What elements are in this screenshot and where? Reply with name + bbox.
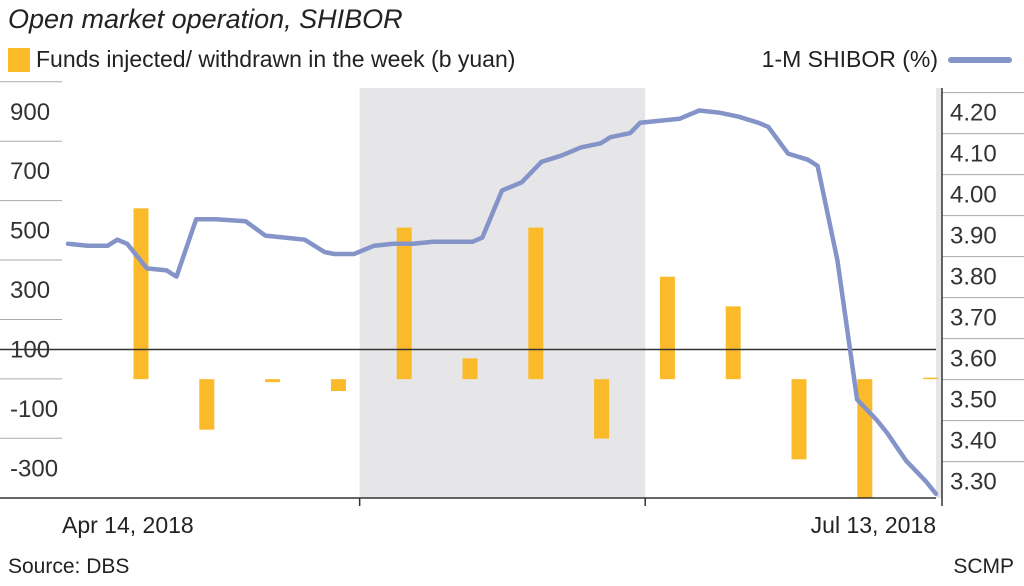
right-tick-label: 4.10 [950, 141, 997, 168]
right-tick-label: 3.90 [950, 223, 997, 250]
bar [396, 227, 412, 380]
right-tick-label: 4.00 [950, 182, 997, 209]
shaded-edge [936, 88, 942, 498]
line-legend-swatch [948, 56, 1012, 63]
left-tick-label: 300 [10, 277, 50, 304]
line-legend: 1-M SHIBOR (%) [762, 46, 1012, 73]
left-tick-label: -300 [10, 455, 58, 482]
line-legend-label: 1-M SHIBOR (%) [761, 46, 938, 72]
left-tick-label: -100 [10, 396, 58, 423]
right-tick-label: 3.50 [950, 387, 997, 414]
right-tick-label: 3.40 [950, 428, 997, 455]
bar-legend: Funds injected/ withdrawn in the week (b… [8, 46, 515, 73]
bar [725, 306, 741, 380]
x-end-label: Jul 13, 2018 [811, 512, 936, 538]
left-tick-label: 700 [10, 158, 50, 185]
bar [265, 379, 281, 383]
bar [199, 379, 215, 430]
x-start-label: Apr 14, 2018 [62, 512, 194, 538]
shibor-line [65, 108, 939, 497]
bar [462, 358, 478, 380]
bar [528, 227, 544, 380]
bar [659, 276, 675, 380]
right-tick-label: 3.70 [950, 305, 997, 332]
left-tick-label: 900 [10, 99, 50, 126]
right-axis: 4.20 4.10 4.00 3.90 3.80 3.70 3.60 3.50 3.40 3.30 [942, 92, 1024, 496]
right-tick-label: 4.20 [950, 100, 997, 127]
left-tick-label: 500 [10, 218, 50, 245]
credit: SCMP [953, 555, 1014, 578]
bar [330, 379, 346, 392]
bar [923, 377, 939, 380]
right-tick-label: 3.80 [950, 264, 997, 291]
right-tick-label: 3.30 [950, 469, 997, 496]
bar [857, 379, 873, 498]
right-tick-label: 3.60 [950, 346, 997, 373]
bar-legend-swatch [8, 47, 30, 72]
chart-title: Open market operation, SHIBOR [8, 4, 403, 34]
bar [133, 208, 149, 380]
bar [594, 379, 610, 439]
bar [791, 379, 807, 460]
bar-legend-label: Funds injected/ withdrawn in the week (b… [36, 46, 516, 72]
source-note: Source: DBS [8, 555, 130, 578]
